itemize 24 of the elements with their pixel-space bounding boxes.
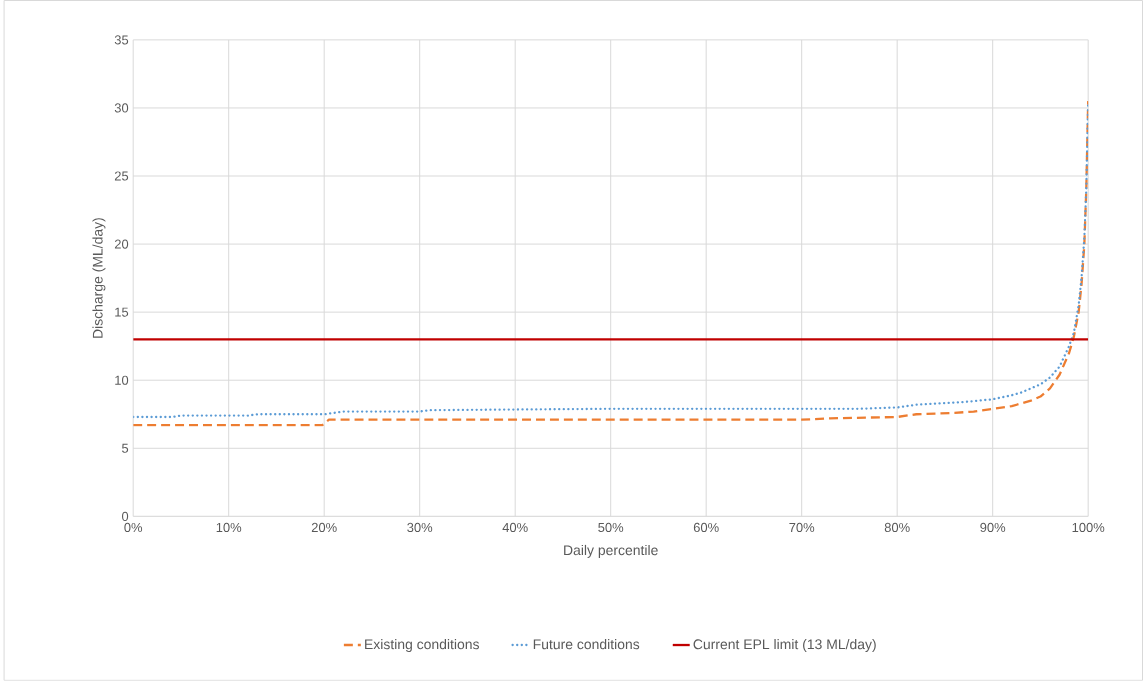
legend-label: Current EPL limit (13 ML/day)	[693, 639, 876, 653]
legend-label: Future conditions	[533, 639, 640, 650]
x-tick-label: 50%	[598, 522, 624, 533]
x-tick-label: 0%	[124, 522, 143, 533]
x-tick-label: 60%	[693, 522, 719, 533]
y-tick-label: 5	[121, 443, 129, 453]
y-tick-label: 25	[114, 171, 129, 181]
y-tick-label: 15	[115, 307, 129, 317]
x-tick-label: 70%	[789, 522, 815, 533]
legend-label: Existing conditions	[365, 639, 480, 653]
y-tick-label: 10	[115, 375, 129, 385]
x-tick-label: 80%	[884, 522, 910, 533]
y-tick-label: 35	[114, 35, 129, 45]
x-tick-label: 10%	[216, 522, 242, 533]
x-tick-label: 20%	[311, 522, 337, 533]
y-tick-label: 20	[114, 239, 129, 249]
x-tick-label: 90%	[980, 522, 1006, 533]
y-tick-label: 30	[114, 103, 129, 113]
y-axis-title: Discharge (ML/day)	[92, 218, 106, 338]
x-axis-title: Daily percentile	[564, 544, 658, 558]
x-tick-label: 40%	[502, 522, 528, 533]
x-tick-label: 100%	[1072, 522, 1105, 533]
x-tick-label: 30%	[407, 522, 433, 533]
y-tick-label: 0	[121, 511, 129, 522]
